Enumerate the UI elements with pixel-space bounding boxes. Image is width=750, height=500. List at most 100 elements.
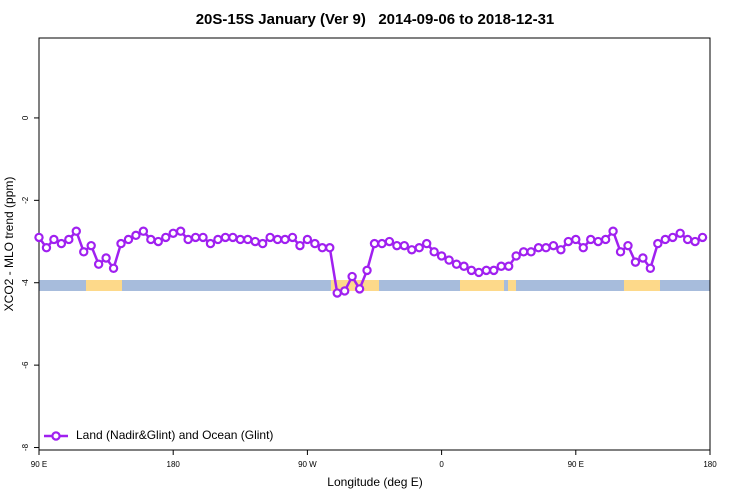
data-point <box>697 232 708 243</box>
data-point <box>392 240 402 251</box>
data-point <box>287 232 298 243</box>
data-point <box>578 243 588 253</box>
data-point <box>302 234 313 245</box>
data-point <box>608 226 618 236</box>
data-point <box>511 251 521 261</box>
data-point <box>123 234 134 245</box>
data-point <box>556 245 566 255</box>
data-point <box>205 238 216 249</box>
data-point <box>243 234 253 245</box>
x-tick-label: 90 W <box>298 460 317 469</box>
data-point <box>571 234 581 245</box>
data-point <box>175 226 186 236</box>
data-point <box>295 240 305 251</box>
data-point <box>347 271 357 282</box>
x-axis-title: Longitude (deg E) <box>327 475 422 489</box>
data-point <box>213 234 223 245</box>
y-axis-title: XCO2 - MLO trend (ppm) <box>2 177 16 312</box>
legend-marker <box>51 431 61 441</box>
data-point <box>682 234 693 245</box>
data-point <box>190 232 201 243</box>
data-point <box>600 234 611 245</box>
data-point <box>429 247 439 257</box>
y-tick-label: -4 <box>21 279 30 287</box>
data-point <box>369 238 380 249</box>
data-point <box>272 234 283 245</box>
data-point <box>675 228 685 238</box>
data-point <box>116 238 126 249</box>
data-point <box>108 263 119 274</box>
data-point <box>79 247 89 257</box>
data-point <box>504 261 514 271</box>
data-point <box>183 234 193 245</box>
data-point <box>414 243 424 253</box>
data-point <box>228 232 238 243</box>
data-point <box>198 232 208 243</box>
y-tick-label: 0 <box>21 115 30 120</box>
legend-label: Land (Nadir&Glint) and Ocean (Glint) <box>76 428 273 442</box>
land-band <box>508 280 516 291</box>
data-point <box>168 228 178 238</box>
land-band <box>460 280 504 291</box>
data-point <box>101 253 111 263</box>
data-point <box>220 232 231 243</box>
data-point <box>49 234 59 245</box>
data-point <box>407 245 417 255</box>
data-point <box>533 243 544 253</box>
data-point <box>325 243 335 253</box>
data-point <box>421 238 432 249</box>
data-point <box>593 236 603 247</box>
data-point <box>459 261 469 271</box>
y-tick-label: -2 <box>21 196 30 204</box>
data-point <box>34 232 44 243</box>
data-point <box>131 230 141 241</box>
land-band <box>331 280 379 291</box>
data-point <box>623 240 633 251</box>
data-point <box>377 238 387 249</box>
data-point <box>436 251 447 261</box>
data-point <box>146 234 156 245</box>
y-tick-label: -6 <box>21 361 30 369</box>
data-point <box>235 234 245 245</box>
plot-frame <box>38 37 711 451</box>
data-point <box>71 226 81 236</box>
data-point <box>451 259 462 269</box>
x-tick-label: 90 E <box>568 460 584 469</box>
x-tick-label: 0 <box>439 460 444 469</box>
data-point <box>41 243 52 253</box>
data-point <box>615 247 626 257</box>
data-point <box>541 243 551 253</box>
data-point <box>660 234 670 245</box>
data-point <box>563 236 574 247</box>
data-point <box>548 240 559 251</box>
data-point <box>280 234 290 245</box>
data-point <box>645 263 656 274</box>
land-band <box>624 280 660 291</box>
data-point <box>518 247 529 257</box>
data-point <box>86 240 96 251</box>
y-tick-label: -8 <box>21 443 30 451</box>
data-point <box>384 236 395 247</box>
data-point <box>64 234 74 245</box>
data-point <box>339 286 350 296</box>
data-point <box>310 238 320 249</box>
data-point <box>690 236 700 247</box>
data-point <box>332 288 342 298</box>
x-tick-label: 180 <box>703 460 717 469</box>
data-point <box>56 238 67 249</box>
data-point <box>638 253 648 263</box>
data-point <box>265 232 275 243</box>
data-point <box>354 284 365 294</box>
data-point <box>317 243 328 253</box>
data-point <box>586 234 596 245</box>
data-point <box>399 240 410 251</box>
data-point <box>653 238 663 249</box>
data-point <box>630 257 641 267</box>
data-point <box>138 226 149 236</box>
data-point <box>466 265 477 276</box>
data-point <box>257 238 268 249</box>
x-tick-label: 90 E <box>31 460 47 469</box>
data-point <box>161 232 171 243</box>
x-tick-label: 180 <box>167 460 181 469</box>
